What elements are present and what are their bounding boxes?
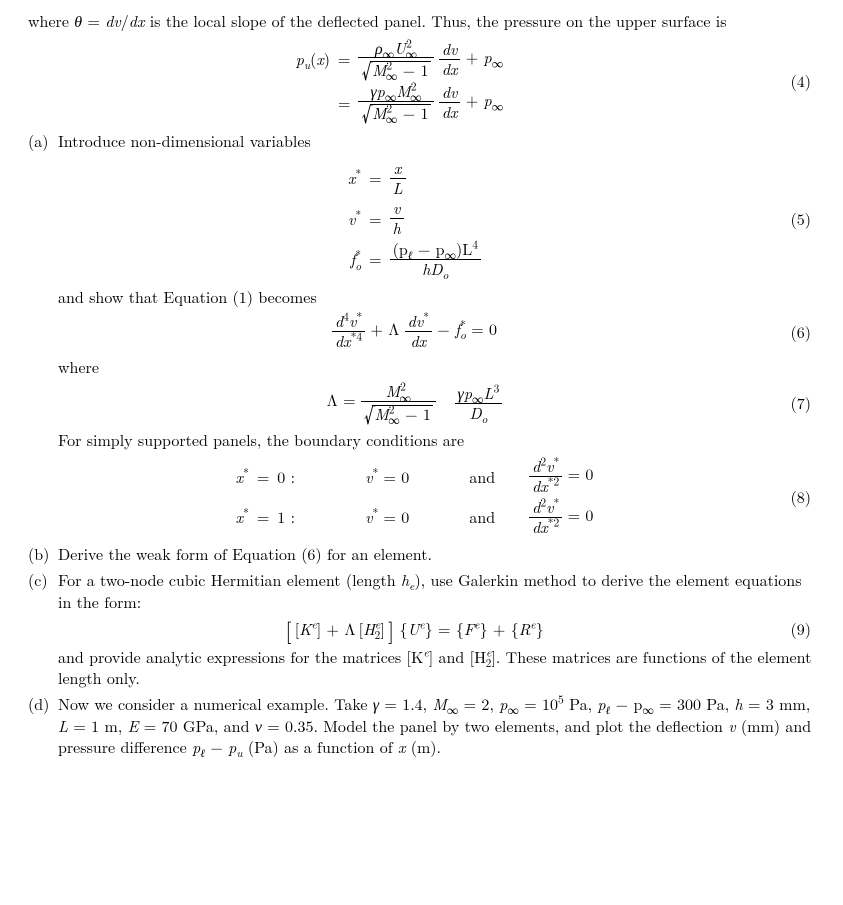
part-a-text: Introduce non-dimensional variables [58, 130, 815, 152]
equation-9: [ [Ke] + Λ [He2] ] {Ue} = {Fe} + {Re} (9… [28, 618, 815, 640]
part-c-text: For a two-node cubic Hermitian element (… [58, 569, 815, 612]
part-d: (d) Now we consider a numerical example.… [28, 693, 815, 758]
eq-number-9: (9) [771, 618, 815, 640]
where-text: where [28, 356, 815, 378]
equation-5: x* = x L v* = v h [28, 158, 815, 280]
equation-7: Λ = M2∞ √M2∞ − 1 γp∞L3 Do (7) [28, 383, 815, 422]
part-b-label: (b) [28, 543, 58, 565]
part-a-continue: and show that Equation (1) becomes [28, 286, 815, 308]
intro-text: where θ = dv/dx is the local slope of th… [28, 10, 815, 32]
part-b-text: Derive the weak form of Equation (6) for… [58, 543, 815, 565]
part-a: (a) Introduce non-dimensional variables [28, 130, 815, 152]
part-c-label: (c) [28, 569, 58, 612]
part-b: (b) Derive the weak form of Equation (6)… [28, 543, 815, 565]
eq-number-7: (7) [771, 392, 815, 414]
equation-8: x* = 0 : v* = 0 and d2v* dx*2 = 0 x* = 1… [28, 456, 815, 537]
eq-number-5: (5) [771, 208, 815, 230]
part-c-after: and provide analytic expressions for the… [28, 646, 815, 689]
eq-number-8: (8) [771, 486, 815, 508]
equation-6: d4v* dx*4 + Λ dv* dx − f*o = 0 (6) [28, 313, 815, 350]
equation-4: pu(x) = ρ∞U2∞ √M2∞ − 1 dv dx [28, 38, 815, 125]
part-c: (c) For a two-node cubic Hermitian eleme… [28, 569, 815, 612]
eq-number-6: (6) [771, 321, 815, 343]
part-d-text: Now we consider a numerical example. Tak… [58, 693, 815, 758]
bc-intro: For simply supported panels, the boundar… [28, 429, 815, 451]
eq-number-4: (4) [771, 70, 815, 92]
part-a-label: (a) [28, 130, 58, 152]
part-d-label: (d) [28, 693, 58, 758]
